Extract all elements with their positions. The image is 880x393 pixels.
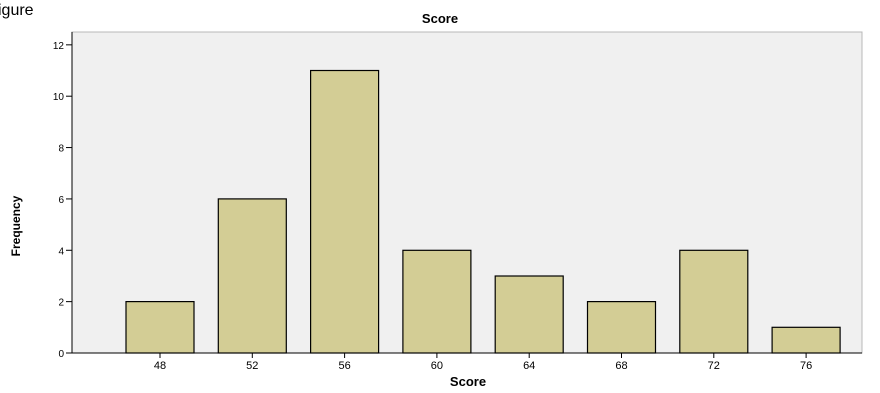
- bar-48: [125, 301, 195, 354]
- x-tick-label-72: 72: [708, 360, 720, 372]
- x-axis: 48 52 56 60 64 68 72 76: [72, 352, 862, 372]
- bar-64: [494, 275, 564, 354]
- y-tick-label-4: 4: [58, 246, 64, 257]
- x-tick-label-68: 68: [615, 360, 627, 372]
- bar-68: [586, 301, 657, 354]
- x-tick-label-60: 60: [431, 360, 443, 372]
- x-tick-label-64: 64: [523, 360, 535, 372]
- y-tick-label-10: 10: [53, 92, 65, 103]
- x-tick-label-52: 52: [246, 360, 258, 372]
- bar-56: [310, 69, 380, 354]
- chart-title: Score: [422, 11, 458, 26]
- x-tick-label-48: 48: [154, 360, 166, 372]
- bar-60: [402, 249, 472, 354]
- x-tick-label-56: 56: [338, 360, 350, 372]
- figure-caption: igure: [0, 2, 34, 19]
- y-tick-label-12: 12: [53, 41, 65, 52]
- x-tick-label-76: 76: [800, 360, 812, 372]
- x-axis-label: Score: [450, 374, 486, 388]
- bar-52: [217, 198, 287, 354]
- y-axis-label: Frequency: [9, 195, 23, 256]
- bar-72: [679, 249, 749, 354]
- y-tick-label-8: 8: [58, 144, 64, 155]
- y-axis: 0 2 4 6 8 10 12: [53, 32, 73, 360]
- y-tick-label-0: 0: [58, 349, 64, 360]
- bar-76: [771, 326, 841, 354]
- y-tick-label-2: 2: [58, 298, 64, 309]
- y-tick-label-6: 6: [58, 195, 64, 206]
- bars-group: [125, 69, 841, 354]
